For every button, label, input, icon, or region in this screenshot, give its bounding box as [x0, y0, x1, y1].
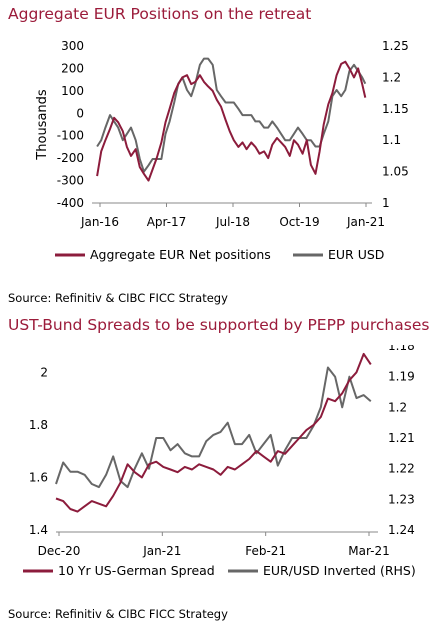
- chart1-y-tick-label: -300: [57, 174, 84, 188]
- chart2-y2-tick-label: 1.2: [388, 400, 407, 414]
- chart2-series-line-secondary: [55, 366, 372, 489]
- chart2-x-tick-label: Mar-21: [348, 544, 389, 558]
- chart2-legend-label: 10 Yr US-German Spread: [58, 563, 215, 578]
- chart1-y2-tick-label: 1.25: [382, 39, 409, 53]
- chart1-y-tick-label: -400: [57, 196, 84, 210]
- chart2-y-tick-label: 1.6: [29, 470, 48, 484]
- chart2-x-tick-label: Dec-20: [38, 544, 81, 558]
- chart2-title: UST-Bund Spreads to be supported by PEPP…: [8, 316, 430, 334]
- chart1-y2-tick-label: 1: [382, 196, 390, 210]
- chart2-series-line-primary: [55, 352, 372, 513]
- chart1-y-axis-title: Thousands: [35, 89, 50, 161]
- chart2-y-tick-label: 2: [40, 365, 48, 379]
- chart2-y2-tick-label: 1.21: [388, 431, 415, 445]
- chart1-legend-label: EUR USD: [328, 247, 384, 262]
- chart2-y2-tick-label: 1.24: [388, 523, 415, 537]
- chart1-y-tick-label: 0: [76, 106, 84, 120]
- chart1-legend-label: Aggregate EUR Net positions: [90, 247, 271, 262]
- chart1-x-tick-label: Apr-17: [147, 215, 187, 229]
- chart2-y-tick-label: 1.4: [29, 523, 48, 537]
- chart1-y2-tick-label: 1.05: [382, 165, 409, 179]
- chart1-x-tick-label: Oct-19: [279, 215, 319, 229]
- chart1: 300 200 100 0 -100 -200 -300 -400 1.25 1.2 1.15 1.1…: [35, 39, 409, 262]
- chart2-legend-label: EUR/USD Inverted (RHS): [263, 563, 416, 578]
- chart2-x-tick-label: Jan-21: [142, 544, 181, 558]
- chart2-y2-tick-label: 1.22: [388, 462, 415, 476]
- chart2-y2-tick-label: 1.23: [388, 492, 415, 506]
- chart1-y2-tick-label: 1.1: [382, 133, 401, 147]
- chart2-x-tick-label: Feb-21: [245, 544, 286, 558]
- chart2-y2-tick-label: 1.18: [388, 345, 415, 353]
- chart1-y-tick-label: -200: [57, 151, 84, 165]
- chart2: 2 1.8 1.6 1.4 1.18 1.19 1.2 1.21 1.22 1.23 1.24 Dec…: [23, 345, 416, 578]
- chart2-y-tick-label: 1.8: [29, 418, 48, 432]
- chart2-y2-tick-label: 1.19: [388, 370, 415, 384]
- chart1-y-tick-label: 100: [61, 84, 84, 98]
- chart1-y-tick-label: -100: [57, 129, 84, 143]
- chart1-y2-tick-label: 1.15: [382, 102, 409, 116]
- chart1-source: Source: Refinitiv & CIBC FICC Strategy: [8, 291, 228, 305]
- chart1-x-tick-label: Jul-18: [215, 215, 250, 229]
- chart1-series-line-primary: [96, 60, 367, 182]
- chart1-y2-tick-label: 1.2: [382, 70, 401, 84]
- chart1-x-tick-label: Jan-21: [346, 215, 385, 229]
- chart2-source: Source: Refinitiv & CIBC FICC Strategy: [8, 607, 228, 621]
- chart1-y-tick-label: 300: [61, 39, 84, 53]
- chart1-y-tick-label: 200: [61, 61, 84, 75]
- chart1-title: Aggregate EUR Positions on the retreat: [8, 5, 312, 23]
- chart1-x-tick-label: Jan-16: [80, 215, 119, 229]
